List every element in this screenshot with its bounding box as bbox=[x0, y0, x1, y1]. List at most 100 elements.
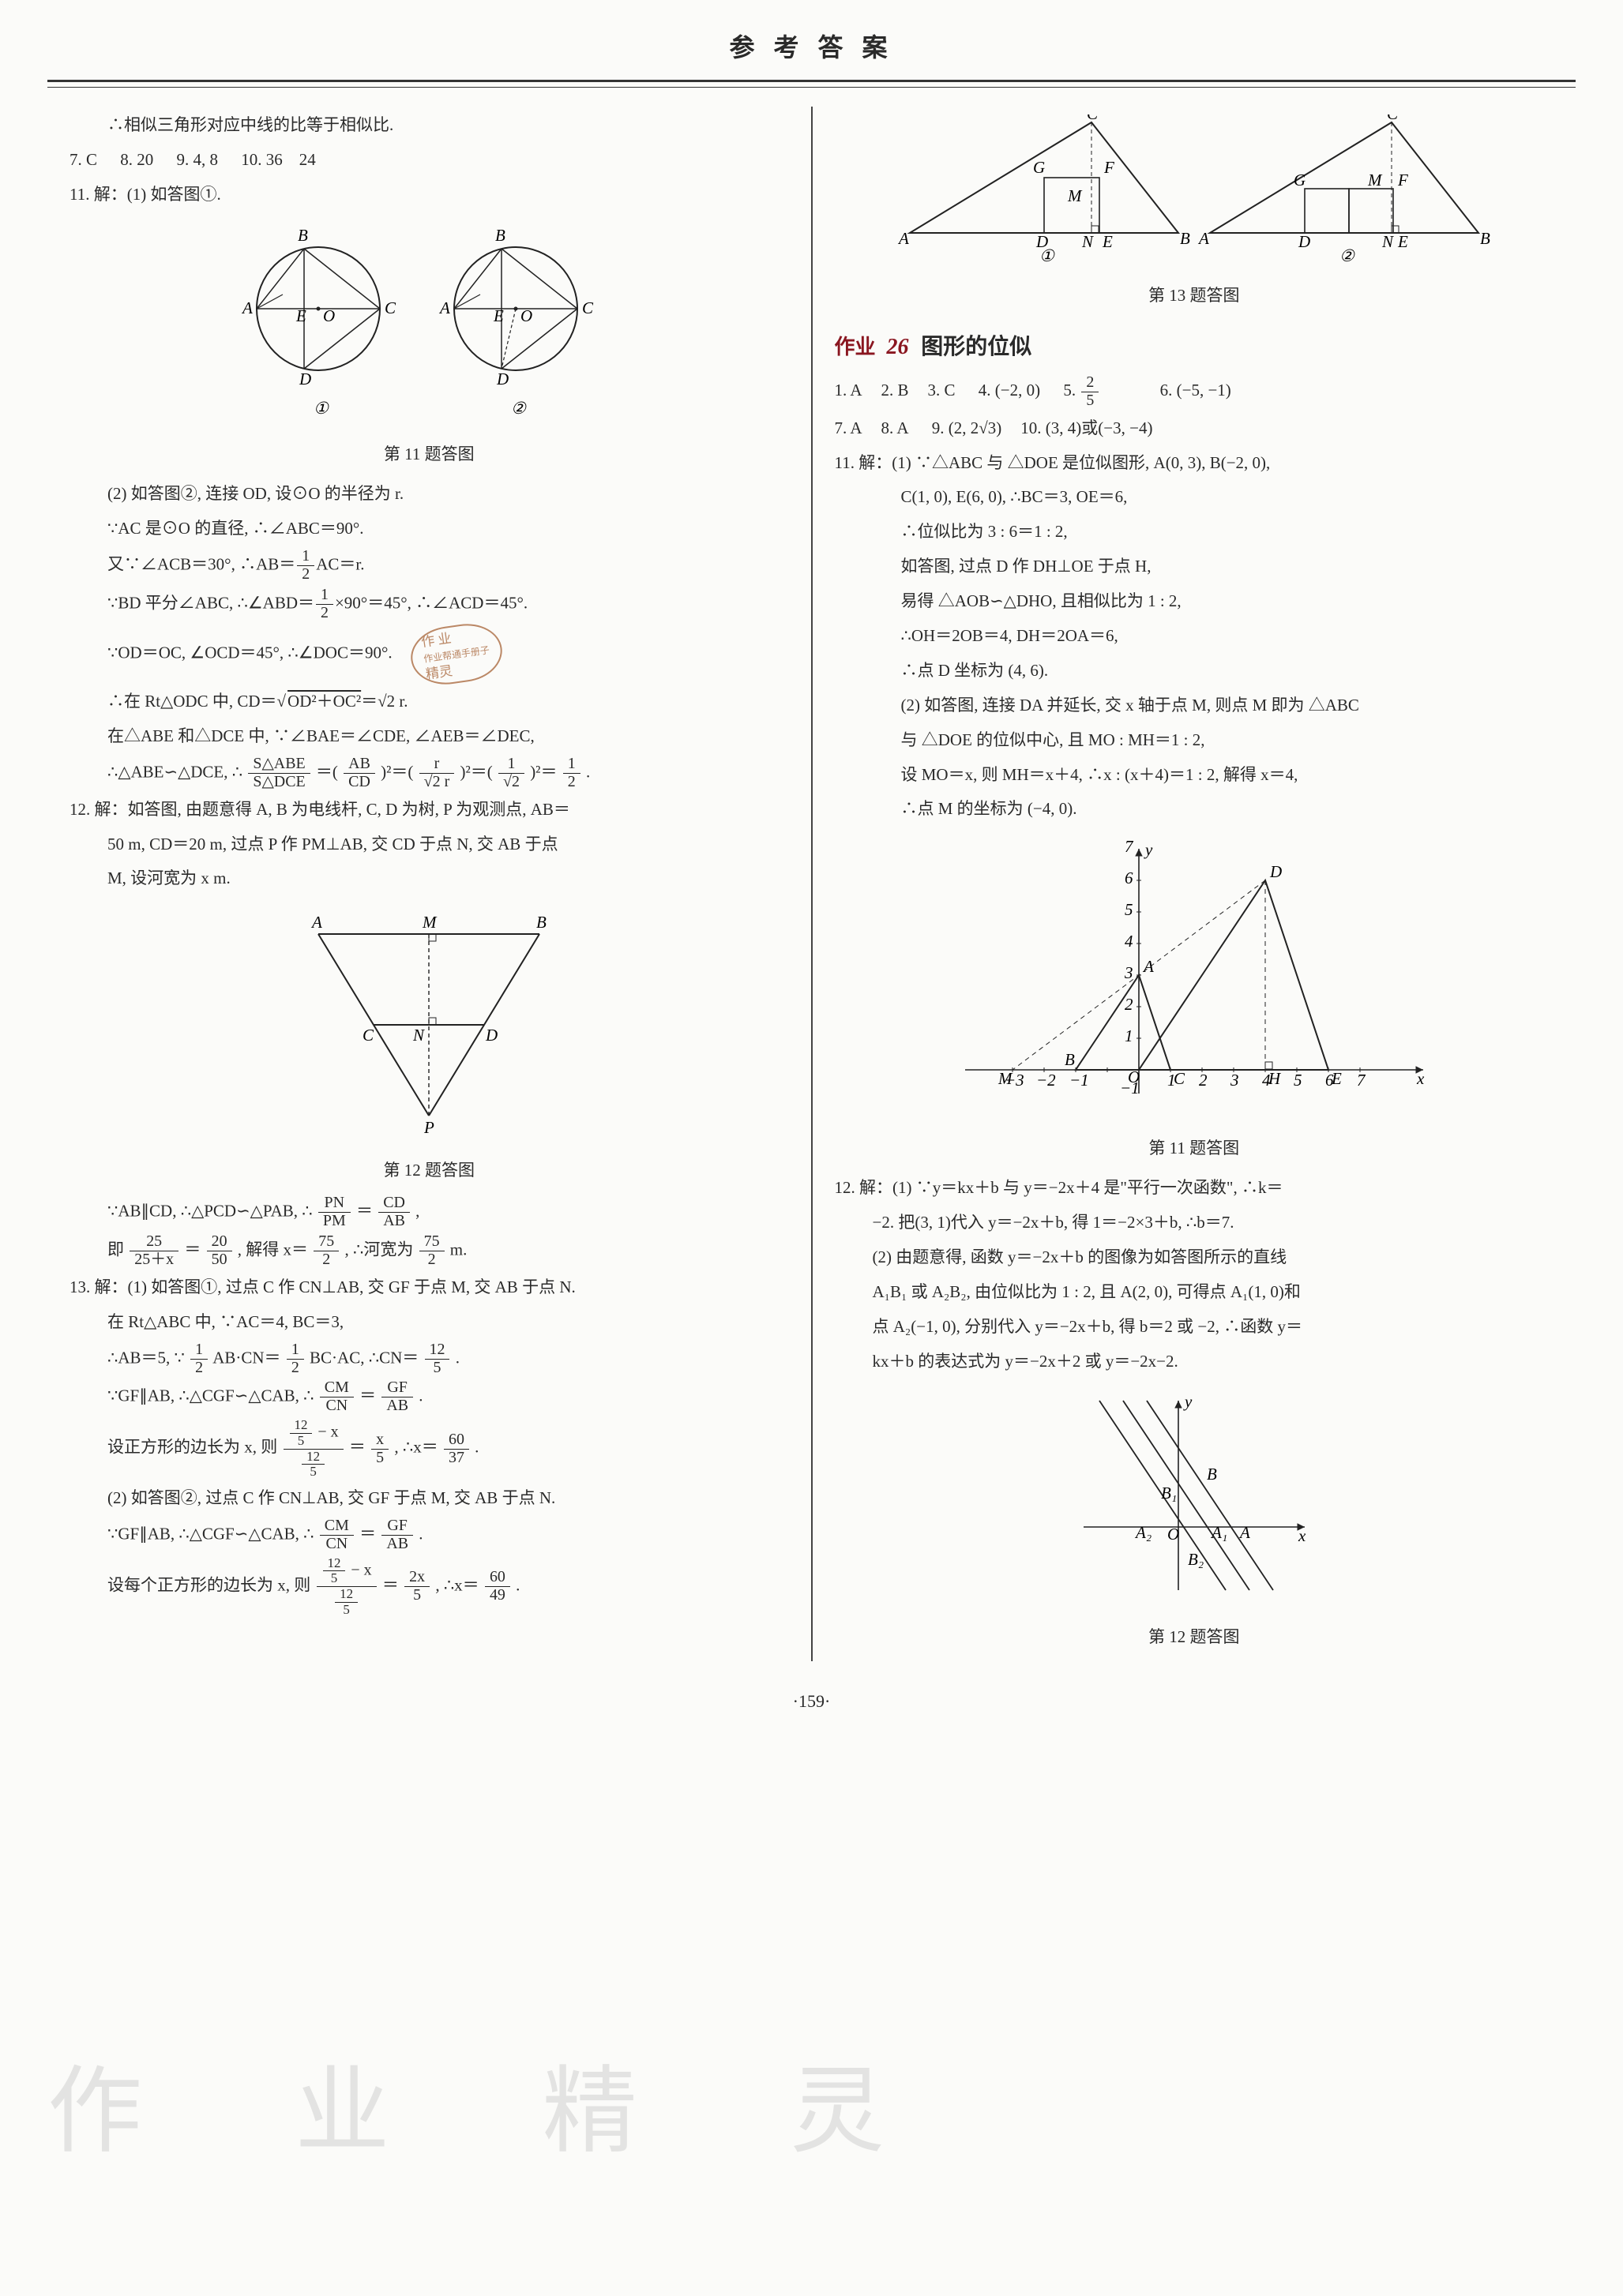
stamp-icon: 作 业作业帮通手册子精灵 bbox=[407, 619, 505, 689]
text-line: ∵GF∥AB, ∴△CGF∽△CAB, ∴ CMCN ＝ GFAB . bbox=[70, 1518, 789, 1553]
svg-text:A: A bbox=[310, 913, 322, 932]
text-line: kx＋b 的表达式为 y＝−2x＋2 或 y＝−2x−2. bbox=[835, 1346, 1554, 1378]
svg-text:O: O bbox=[1167, 1525, 1179, 1544]
right-column: ACB GF M DNE ACB GF M DNE bbox=[813, 107, 1576, 1661]
svg-text:②: ② bbox=[511, 399, 527, 418]
text-line: ∴△ABE∽△DCE, ∴ S△ABES△DCE ＝( ABCD )²＝( r√… bbox=[70, 756, 789, 791]
text-line: −2. 把(3, 1)代入 y＝−2x＋b, 得 1＝−2×3＋b, ∴b＝7. bbox=[835, 1207, 1554, 1239]
svg-text:5: 5 bbox=[1125, 900, 1133, 919]
text-line: ∴相似三角形对应中线的比等于相似比. bbox=[70, 110, 789, 141]
svg-text:O: O bbox=[323, 306, 335, 325]
text-line: A₁B₁ 或 A₂B₂, 由位似比为 1 : 2, 且 A(2, 0), 可得点… bbox=[835, 1277, 1554, 1308]
figure-12-left: AMB CND P bbox=[70, 902, 789, 1150]
svg-text:C: C bbox=[1387, 114, 1399, 123]
svg-text:①: ① bbox=[1039, 246, 1055, 264]
text-line: 在 Rt△ABC 中, ∵AC＝4, BC＝3, bbox=[70, 1307, 789, 1338]
fig-caption: 第 12 题答图 bbox=[835, 1622, 1554, 1653]
text-line: 点 A₂(−1, 0), 分别代入 y＝−2x＋b, 得 b＝2 或 −2, ∴… bbox=[835, 1311, 1554, 1343]
text-line: ∴点 M 的坐标为 (−4, 0). bbox=[835, 793, 1554, 825]
page-number: ·159· bbox=[47, 1685, 1576, 1718]
fig-caption: 第 11 题答图 bbox=[835, 1133, 1554, 1165]
svg-text:3: 3 bbox=[1124, 963, 1133, 982]
coordinate-diagram: −3−2−1 1234567 1234567 −1 Oxy ABC DEH M bbox=[949, 833, 1439, 1117]
svg-text:A: A bbox=[438, 298, 450, 317]
svg-text:D: D bbox=[299, 370, 311, 388]
text-line: ∵AC 是⊙O 的直径, ∴∠ABC＝90°. bbox=[70, 513, 789, 545]
svg-text:M: M bbox=[997, 1069, 1013, 1088]
figure-13-right: ACB GF M DNE ACB GF M DNE bbox=[835, 114, 1554, 276]
svg-text:D: D bbox=[485, 1026, 498, 1045]
text-line: 即 2525＋x ＝ 2050 , 解得 x＝ 752 , ∴河宽为 752 m… bbox=[70, 1233, 789, 1269]
text-line: 12. 解：如答图, 由题意得 A, B 为电线杆, C, D 为树, P 为观… bbox=[70, 794, 789, 826]
svg-text:B: B bbox=[298, 226, 308, 245]
svg-text:B: B bbox=[495, 226, 505, 245]
text-line: 易得 △AOB∽△DHO, 且相似比为 1 : 2, bbox=[835, 586, 1554, 617]
svg-text:B₂: B₂ bbox=[1188, 1550, 1204, 1569]
text-line: 在△ABE 和△DCE 中, ∵∠BAE＝∠CDE, ∠AEB＝∠DEC, bbox=[70, 721, 789, 752]
svg-text:O: O bbox=[520, 306, 532, 325]
svg-text:−2: −2 bbox=[1036, 1071, 1056, 1090]
ans: 8. 20 bbox=[120, 150, 153, 169]
svg-text:②: ② bbox=[1339, 246, 1355, 264]
svg-text:D: D bbox=[1269, 862, 1282, 881]
text-line: ∴位似比为 3 : 6＝1 : 2, bbox=[835, 516, 1554, 548]
svg-text:A₁: A₁ bbox=[1210, 1523, 1227, 1542]
svg-text:4: 4 bbox=[1125, 932, 1133, 951]
svg-text:B: B bbox=[536, 913, 547, 932]
svg-text:M: M bbox=[422, 913, 438, 932]
text-line: ∵AB∥CD, ∴△PCD∽△PAB, ∴ PNPM ＝ CDAB , bbox=[70, 1195, 789, 1230]
text-line: (2) 由题意得, 函数 y＝−2x＋b 的图像为如答图所示的直线 bbox=[835, 1242, 1554, 1274]
text-line: ∴在 Rt△ODC 中, CD＝√OD²＋OC²＝√2 r. bbox=[70, 686, 789, 718]
svg-text:C: C bbox=[1087, 114, 1099, 123]
text-line: 13. 解：(1) 如答图①, 过点 C 作 CN⊥AB, 交 GF 于点 M,… bbox=[70, 1272, 789, 1304]
section-heading: 作业26 图形的位似 bbox=[835, 326, 1554, 368]
lines-diagram: Oxy AB A₁B₁ A₂B₂ bbox=[1068, 1385, 1321, 1606]
svg-text:D: D bbox=[1298, 232, 1310, 251]
figure-12-right: Oxy AB A₁B₁ A₂B₂ bbox=[835, 1385, 1554, 1617]
svg-text:1: 1 bbox=[1125, 1026, 1133, 1045]
svg-text:B: B bbox=[1480, 229, 1490, 248]
svg-text:N: N bbox=[412, 1026, 425, 1045]
svg-text:F: F bbox=[1397, 171, 1408, 189]
figure-11-right: −3−2−1 1234567 1234567 −1 Oxy ABC DEH M bbox=[835, 833, 1554, 1128]
figure-11-left: AB CD EO AB CD EO bbox=[70, 218, 789, 434]
text-line: ∴OH＝2OB＝4, DH＝2OA＝6, bbox=[835, 621, 1554, 652]
header-rule bbox=[47, 87, 1576, 88]
ans: 7. C bbox=[70, 150, 97, 169]
svg-text:N: N bbox=[1081, 232, 1094, 251]
triangle-square-diagram: ACB GF M DNE ACB GF M DNE bbox=[894, 114, 1494, 264]
watermark: 作 业 精 灵 bbox=[47, 2021, 948, 2201]
svg-text:y: y bbox=[1183, 1392, 1193, 1411]
text-line: (2) 如答图②, 过点 C 作 CN⊥AB, 交 GF 于点 M, 交 AB … bbox=[70, 1483, 789, 1514]
svg-text:6: 6 bbox=[1125, 869, 1133, 887]
text-line: 设 MO＝x, 则 MH＝x＋4, ∴x : (x＋4)＝1 : 2, 解得 x… bbox=[835, 760, 1554, 791]
svg-text:B: B bbox=[1180, 229, 1190, 248]
svg-text:C: C bbox=[582, 298, 594, 317]
text-line: 与 △DOE 的位似中心, 且 MO : MH＝1 : 2, bbox=[835, 725, 1554, 756]
text-line: M, 设河宽为 x m. bbox=[70, 863, 789, 895]
text-line: ∴点 D 坐标为 (4, 6). bbox=[835, 655, 1554, 687]
svg-text:A: A bbox=[1142, 957, 1154, 976]
page-title: 参 考 答 案 bbox=[47, 24, 1576, 82]
svg-text:y: y bbox=[1144, 840, 1153, 859]
text-line: 设每个正方形的边长为 x, 则 125 − x125 ＝ 2x5 , ∴x＝ 6… bbox=[70, 1556, 789, 1618]
svg-text:A: A bbox=[1197, 229, 1209, 248]
text-line: C(1, 0), E(6, 0), ∴BC＝3, OE＝6, bbox=[835, 482, 1554, 513]
svg-text:M: M bbox=[1367, 171, 1383, 189]
text-line: ∴AB＝5, ∵ 12 AB·CN＝ 12 BC·AC, ∴CN＝ 125 . bbox=[70, 1341, 789, 1377]
svg-text:P: P bbox=[423, 1118, 434, 1137]
text-line: 如答图, 过点 D 作 DH⊥OE 于点 H, bbox=[835, 551, 1554, 583]
svg-text:H: H bbox=[1268, 1069, 1282, 1088]
text-line: 11. 解：(1) ∵△ABC 与 △DOE 是位似图形, A(0, 3), B… bbox=[835, 448, 1554, 479]
svg-text:7: 7 bbox=[1357, 1071, 1366, 1090]
left-column: ∴相似三角形对应中线的比等于相似比. 7. C 8. 20 9. 4, 8 10… bbox=[47, 107, 813, 1661]
svg-text:7: 7 bbox=[1125, 837, 1134, 856]
answers-row: 1. A2. B3. C 4. (−2, 0) 5. 25 6. (−5, −1… bbox=[835, 374, 1554, 410]
svg-text:B: B bbox=[1065, 1050, 1075, 1069]
svg-text:C: C bbox=[385, 298, 396, 317]
svg-text:D: D bbox=[496, 370, 509, 388]
text-line: (2) 如答图②, 连接 OD, 设⊙O 的半径为 r. bbox=[70, 478, 789, 510]
answers-row: 7. C 8. 20 9. 4, 8 10. 36 24 bbox=[70, 144, 789, 176]
svg-text:x: x bbox=[1298, 1526, 1306, 1545]
svg-text:−1: −1 bbox=[1069, 1071, 1089, 1090]
